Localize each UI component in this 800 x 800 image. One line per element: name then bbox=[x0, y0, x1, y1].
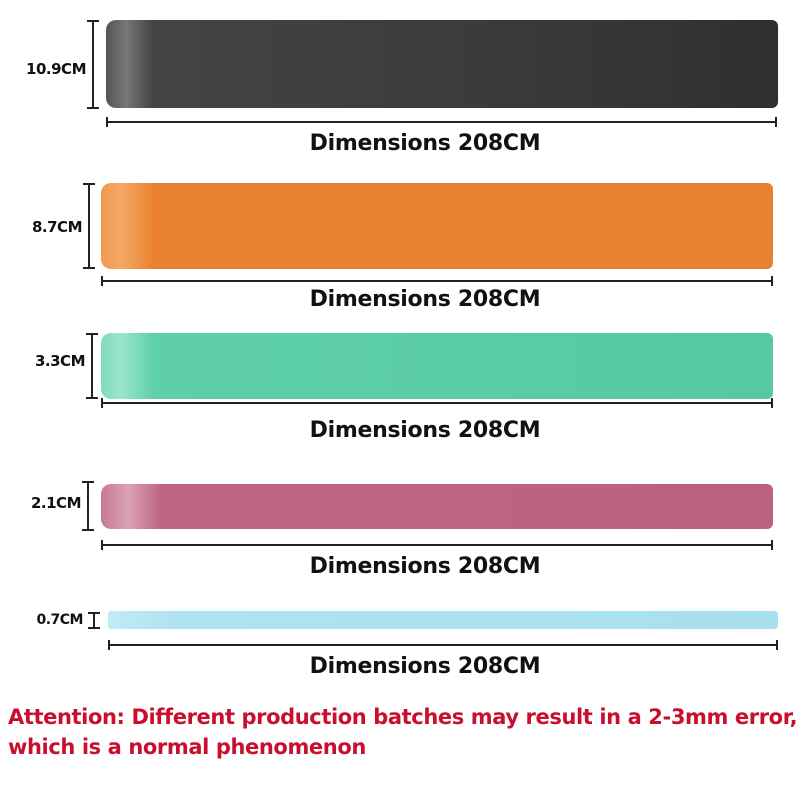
length-label: Dimensions 208CM bbox=[309, 554, 541, 579]
length-line bbox=[108, 640, 778, 650]
orange-band bbox=[101, 183, 773, 269]
height-bracket bbox=[82, 481, 94, 531]
height-bracket bbox=[88, 612, 100, 629]
length-label: Dimensions 208CM bbox=[309, 287, 541, 312]
teal-band bbox=[101, 333, 773, 399]
height-label: 10.9CM bbox=[26, 60, 86, 78]
length-line bbox=[101, 398, 773, 408]
length-label: Dimensions 208CM bbox=[309, 418, 541, 443]
length-label: Dimensions 208CM bbox=[309, 131, 541, 156]
height-label: 0.7CM bbox=[36, 612, 83, 628]
height-bracket bbox=[87, 20, 99, 109]
light-blue-band bbox=[108, 611, 778, 629]
length-line bbox=[101, 540, 773, 550]
length-line bbox=[106, 117, 777, 127]
height-label: 3.3CM bbox=[34, 352, 86, 370]
height-label: 2.1CM bbox=[30, 494, 82, 512]
length-label: Dimensions 208CM bbox=[309, 654, 541, 679]
attention-notice-line2: which is a normal phenomenon bbox=[8, 735, 366, 759]
height-bracket bbox=[86, 333, 98, 399]
attention-notice-line1: Attention: Different production batches … bbox=[8, 705, 798, 729]
height-label: 8.7CM bbox=[31, 218, 83, 236]
height-bracket bbox=[83, 183, 95, 269]
length-line bbox=[101, 276, 773, 286]
pink-band bbox=[101, 484, 773, 529]
black-band bbox=[106, 20, 778, 108]
